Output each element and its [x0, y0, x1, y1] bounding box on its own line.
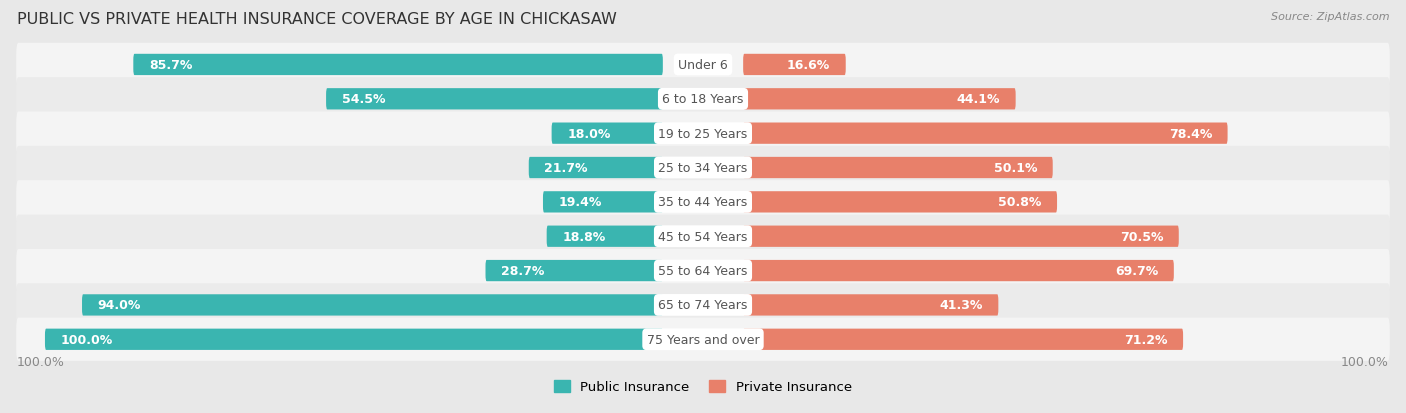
Text: 21.7%: 21.7% — [544, 161, 588, 175]
FancyBboxPatch shape — [17, 78, 1389, 121]
Text: 25 to 34 Years: 25 to 34 Years — [658, 161, 748, 175]
Text: 75 Years and over: 75 Years and over — [647, 333, 759, 346]
Text: 65 to 74 Years: 65 to 74 Years — [658, 299, 748, 312]
Text: 19 to 25 Years: 19 to 25 Years — [658, 127, 748, 140]
Text: Under 6: Under 6 — [678, 59, 728, 72]
FancyBboxPatch shape — [744, 294, 998, 316]
Text: 44.1%: 44.1% — [956, 93, 1000, 106]
Text: 16.6%: 16.6% — [787, 59, 831, 72]
FancyBboxPatch shape — [744, 89, 1015, 110]
Text: 78.4%: 78.4% — [1168, 127, 1212, 140]
FancyBboxPatch shape — [82, 294, 662, 316]
FancyBboxPatch shape — [17, 112, 1389, 155]
Text: 100.0%: 100.0% — [60, 333, 112, 346]
Text: 50.8%: 50.8% — [998, 196, 1042, 209]
Text: 18.0%: 18.0% — [567, 127, 610, 140]
Text: 35 to 44 Years: 35 to 44 Years — [658, 196, 748, 209]
FancyBboxPatch shape — [744, 123, 1227, 145]
Text: 54.5%: 54.5% — [342, 93, 385, 106]
FancyBboxPatch shape — [744, 55, 846, 76]
FancyBboxPatch shape — [744, 157, 1053, 179]
FancyBboxPatch shape — [134, 55, 662, 76]
Text: 18.8%: 18.8% — [562, 230, 606, 243]
FancyBboxPatch shape — [547, 226, 662, 247]
FancyBboxPatch shape — [485, 260, 662, 282]
Text: 70.5%: 70.5% — [1119, 230, 1163, 243]
FancyBboxPatch shape — [744, 192, 1057, 213]
FancyBboxPatch shape — [17, 44, 1389, 87]
FancyBboxPatch shape — [17, 147, 1389, 190]
Text: 100.0%: 100.0% — [1341, 355, 1389, 368]
Legend: Public Insurance, Private Insurance: Public Insurance, Private Insurance — [548, 375, 858, 399]
FancyBboxPatch shape — [326, 89, 662, 110]
Text: 6 to 18 Years: 6 to 18 Years — [662, 93, 744, 106]
Text: 71.2%: 71.2% — [1125, 333, 1167, 346]
FancyBboxPatch shape — [17, 284, 1389, 327]
FancyBboxPatch shape — [744, 329, 1182, 350]
Text: 69.7%: 69.7% — [1115, 264, 1159, 278]
Text: Source: ZipAtlas.com: Source: ZipAtlas.com — [1271, 12, 1389, 22]
FancyBboxPatch shape — [45, 329, 662, 350]
Text: 41.3%: 41.3% — [939, 299, 983, 312]
FancyBboxPatch shape — [17, 215, 1389, 258]
FancyBboxPatch shape — [17, 181, 1389, 224]
Text: 50.1%: 50.1% — [994, 161, 1038, 175]
FancyBboxPatch shape — [543, 192, 662, 213]
FancyBboxPatch shape — [17, 249, 1389, 292]
FancyBboxPatch shape — [17, 318, 1389, 361]
FancyBboxPatch shape — [744, 260, 1174, 282]
Text: PUBLIC VS PRIVATE HEALTH INSURANCE COVERAGE BY AGE IN CHICKASAW: PUBLIC VS PRIVATE HEALTH INSURANCE COVER… — [17, 12, 617, 27]
FancyBboxPatch shape — [744, 226, 1178, 247]
Text: 55 to 64 Years: 55 to 64 Years — [658, 264, 748, 278]
Text: 85.7%: 85.7% — [149, 59, 193, 72]
Text: 45 to 54 Years: 45 to 54 Years — [658, 230, 748, 243]
Text: 28.7%: 28.7% — [501, 264, 544, 278]
FancyBboxPatch shape — [529, 157, 662, 179]
Text: 19.4%: 19.4% — [558, 196, 602, 209]
FancyBboxPatch shape — [551, 123, 662, 145]
Text: 94.0%: 94.0% — [97, 299, 141, 312]
Text: 100.0%: 100.0% — [17, 355, 65, 368]
